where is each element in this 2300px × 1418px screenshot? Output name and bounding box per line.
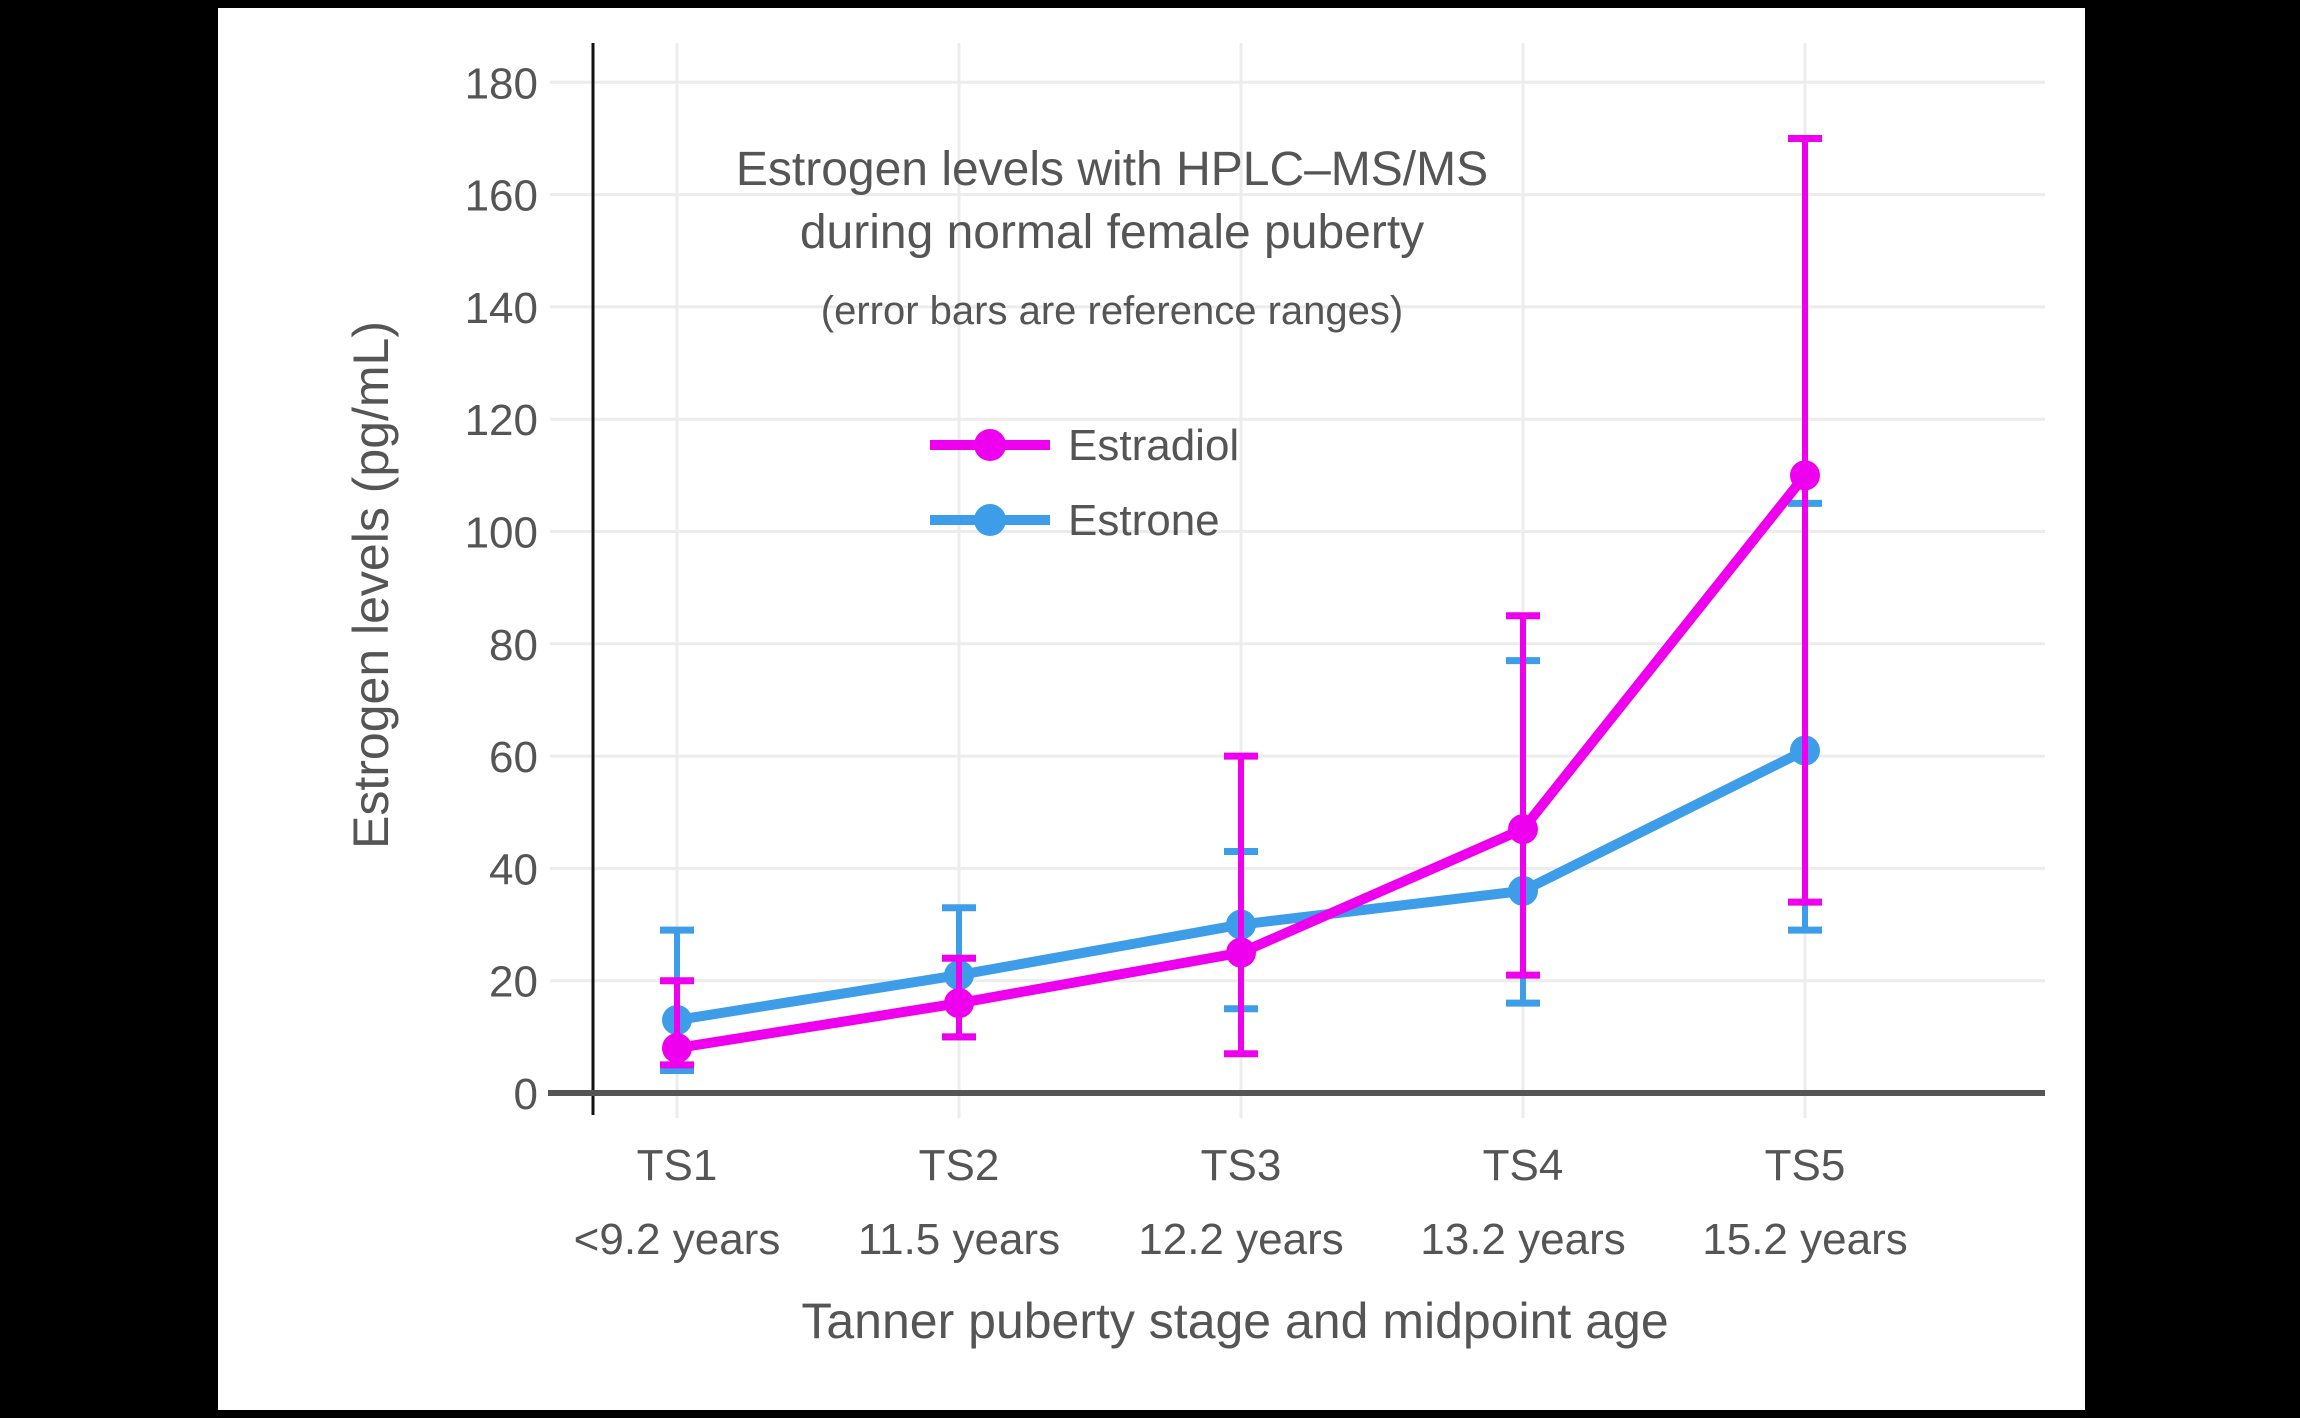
chart-title-line2: during normal female puberty <box>800 206 1424 259</box>
estradiol-point-TS4[interactable] <box>1508 814 1538 845</box>
chart-title-line1: Estrogen levels with HPLC–MS/MS <box>736 143 1488 196</box>
chart-canvas: 0 20 40 60 80 100 120 140 160 180 TS1 <9.2 years TS2… <box>218 8 2085 1410</box>
x-age-label-TS4: 13.2 years <box>1420 1215 1625 1264</box>
legend-estrone-marker <box>974 504 1006 536</box>
y-tick-label-0: 0 <box>514 1070 538 1119</box>
y-tick-label-100: 100 <box>465 509 538 558</box>
gridlines-layer <box>550 43 2045 1118</box>
series-layer <box>660 134 1822 1075</box>
axes-layer <box>548 43 2045 1115</box>
x-tick-label-TS4: TS4 <box>1483 1141 1564 1190</box>
x-tick-label-TS1: TS1 <box>637 1141 718 1190</box>
estradiol-point-TS2[interactable] <box>944 988 974 1019</box>
x-tick-label-TS2: TS2 <box>919 1141 1000 1190</box>
x-tick-label-TS5: TS5 <box>1765 1141 1846 1190</box>
y-axis-title: Estrogen levels (pg/mL) <box>343 321 399 849</box>
tick-labels-layer: 0 20 40 60 80 100 120 140 160 180 TS1 <9.2 years TS2… <box>465 59 1908 1264</box>
x-axis-title: Tanner puberty stage and midpoint age <box>801 1293 1668 1349</box>
y-tick-label-60: 60 <box>489 733 538 782</box>
y-tick-label-160: 160 <box>465 172 538 221</box>
legend-item-estradiol[interactable]: Estradiol <box>930 421 1239 470</box>
legend-estradiol-label: Estradiol <box>1068 421 1239 470</box>
x-tick-label-TS3: TS3 <box>1201 1141 1282 1190</box>
legend-item-estrone[interactable]: Estrone <box>930 496 1220 545</box>
legend: Estradiol Estrone <box>930 421 1239 545</box>
y-tick-label-40: 40 <box>489 845 538 894</box>
y-tick-label-140: 140 <box>465 284 538 333</box>
y-tick-label-80: 80 <box>489 621 538 670</box>
x-age-label-TS2: 11.5 years <box>858 1215 1060 1264</box>
estrogen-line-chart: 0 20 40 60 80 100 120 140 160 180 TS1 <9.2 years TS2… <box>343 43 2045 1349</box>
chart-subtitle: (error bars are reference ranges) <box>821 289 1403 333</box>
x-age-label-TS3: 12.2 years <box>1138 1215 1343 1264</box>
legend-estradiol-marker <box>974 429 1006 461</box>
series-estradiol <box>660 134 1822 1069</box>
estradiol-point-TS3[interactable] <box>1226 937 1256 968</box>
x-age-label-TS5: 15.2 years <box>1702 1215 1907 1264</box>
y-tick-label-180: 180 <box>465 59 538 108</box>
estradiol-point-TS5[interactable] <box>1790 460 1820 491</box>
legend-estrone-label: Estrone <box>1068 496 1220 545</box>
x-age-label-TS1: <9.2 years <box>574 1215 781 1264</box>
y-tick-label-20: 20 <box>489 958 538 1007</box>
estradiol-point-TS1[interactable] <box>662 1033 692 1064</box>
y-tick-label-120: 120 <box>465 396 538 445</box>
